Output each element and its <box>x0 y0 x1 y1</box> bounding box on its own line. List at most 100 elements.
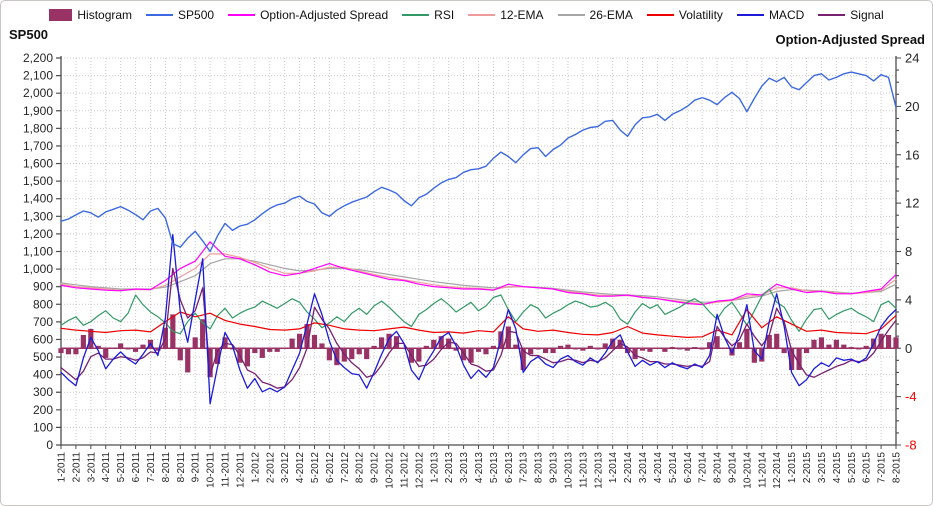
legend-item-label: 26-EMA <box>589 8 633 22</box>
svg-text:9-2013: 9-2013 <box>549 452 560 484</box>
svg-text:2,100: 2,100 <box>23 69 53 83</box>
svg-text:2-2012: 2-2012 <box>265 452 276 484</box>
svg-text:0: 0 <box>46 438 53 452</box>
legend-item-label: Histogram <box>77 8 133 22</box>
right-axis-title: Option-Adjusted Spread <box>775 32 926 47</box>
legend-item-label: Option-Adjusted Spread <box>260 8 389 22</box>
legend-item-macd: MACD <box>736 8 805 22</box>
svg-text:8: 8 <box>905 244 912 259</box>
svg-text:4: 4 <box>905 292 912 307</box>
svg-text:9-2014: 9-2014 <box>727 452 738 484</box>
svg-text:1,000: 1,000 <box>23 262 53 276</box>
svg-text:8-2015: 8-2015 <box>892 452 903 484</box>
svg-text:1,700: 1,700 <box>23 139 53 153</box>
svg-text:8-2011: 8-2011 <box>161 452 172 483</box>
svg-text:4-2012: 4-2012 <box>295 452 306 484</box>
svg-text:7-2012: 7-2012 <box>340 452 351 484</box>
svg-text:5-2014: 5-2014 <box>668 452 679 484</box>
svg-text:-4: -4 <box>905 389 917 404</box>
svg-text:2,000: 2,000 <box>23 86 53 100</box>
svg-text:10-2011: 10-2011 <box>206 452 217 488</box>
left-axis-title: SP500 <box>9 27 49 42</box>
legend-line-swatch <box>402 14 430 16</box>
svg-text:8-2011: 8-2011 <box>176 452 187 483</box>
svg-text:24: 24 <box>905 51 919 66</box>
svg-text:3-2014: 3-2014 <box>638 452 649 484</box>
svg-text:6-2015: 6-2015 <box>862 452 873 484</box>
svg-text:11-2011: 11-2011 <box>221 452 232 488</box>
svg-text:7-2015: 7-2015 <box>877 452 888 484</box>
series-macd <box>60 233 897 405</box>
legend-item-rsi: RSI <box>402 8 454 22</box>
svg-text:12-2013: 12-2013 <box>593 452 604 489</box>
svg-text:1,600: 1,600 <box>23 157 53 171</box>
svg-text:1,100: 1,100 <box>23 245 53 259</box>
svg-text:3-2011: 3-2011 <box>86 452 97 483</box>
svg-text:1,400: 1,400 <box>23 192 53 206</box>
svg-text:11-2012: 11-2012 <box>399 452 410 488</box>
svg-text:12-2014: 12-2014 <box>772 452 783 489</box>
svg-text:2-2015: 2-2015 <box>802 452 813 484</box>
svg-text:6-2012: 6-2012 <box>325 452 336 484</box>
svg-text:2-2014: 2-2014 <box>623 452 634 484</box>
svg-text:7-2014: 7-2014 <box>698 452 709 484</box>
legend-item-histogram: Histogram <box>49 8 132 22</box>
gridlines <box>61 57 897 445</box>
legend-line-swatch <box>646 14 674 16</box>
svg-text:8-2014: 8-2014 <box>713 452 724 484</box>
svg-text:12-2012: 12-2012 <box>414 452 425 489</box>
svg-text:8-2013: 8-2013 <box>534 452 545 484</box>
svg-text:2,200: 2,200 <box>23 51 53 65</box>
legend-line-swatch <box>228 14 256 16</box>
legend-item-signal: Signal <box>818 8 884 22</box>
legend-line-swatch <box>468 14 496 16</box>
svg-text:12: 12 <box>905 196 919 211</box>
legend: Histogram SP500 Option-Adjusted Spread RSI 1… <box>1 8 932 22</box>
svg-text:-8: -8 <box>905 438 917 453</box>
svg-text:6-2013: 6-2013 <box>504 452 515 484</box>
legend-item-label: RSI <box>434 8 455 22</box>
svg-text:1-2013: 1-2013 <box>429 452 440 484</box>
legend-item-label: Volatility <box>678 8 723 22</box>
svg-text:4-2014: 4-2014 <box>653 452 664 484</box>
svg-text:1-2012: 1-2012 <box>250 452 261 484</box>
svg-text:8-2012: 8-2012 <box>355 452 366 484</box>
svg-text:10-2014: 10-2014 <box>742 452 753 489</box>
svg-text:3-2012: 3-2012 <box>280 452 291 484</box>
svg-text:4-2011: 4-2011 <box>101 452 112 483</box>
svg-text:9-2011: 9-2011 <box>191 452 202 483</box>
svg-text:1,500: 1,500 <box>23 174 53 188</box>
svg-text:1,300: 1,300 <box>23 209 53 223</box>
svg-text:1,200: 1,200 <box>23 227 53 241</box>
axis-ticks <box>56 57 901 449</box>
series-rsi <box>60 288 897 335</box>
svg-text:7-2011: 7-2011 <box>146 452 157 483</box>
legend-item-12-ema: 12-EMA <box>468 8 544 22</box>
svg-text:1-2015: 1-2015 <box>787 452 798 484</box>
svg-text:3-2015: 3-2015 <box>817 452 828 484</box>
svg-text:900: 900 <box>33 280 53 294</box>
legend-bar-swatch <box>49 9 73 21</box>
svg-text:9-2012: 9-2012 <box>370 452 381 484</box>
legend-item-label: MACD <box>768 8 805 22</box>
svg-text:400: 400 <box>33 368 53 382</box>
svg-text:100: 100 <box>33 420 53 434</box>
svg-text:800: 800 <box>33 297 53 311</box>
svg-text:11-2014: 11-2014 <box>757 452 768 488</box>
svg-text:700: 700 <box>33 315 53 329</box>
svg-text:12-2011: 12-2011 <box>235 452 246 488</box>
svg-text:7-2013: 7-2013 <box>519 452 530 484</box>
svg-text:5-2013: 5-2013 <box>489 452 500 484</box>
legend-item-label: Signal <box>850 8 884 22</box>
svg-text:5-2011: 5-2011 <box>116 452 127 483</box>
series-volatility <box>60 309 897 338</box>
legend-item-volatility: Volatility <box>646 8 723 22</box>
svg-text:2-2013: 2-2013 <box>444 452 455 484</box>
svg-text:11-2013: 11-2013 <box>578 452 589 488</box>
svg-text:1,800: 1,800 <box>23 121 53 135</box>
legend-item-sp500: SP500 <box>146 8 214 22</box>
legend-line-swatch <box>736 14 764 16</box>
svg-text:600: 600 <box>33 332 53 346</box>
legend-line-swatch <box>818 14 846 16</box>
